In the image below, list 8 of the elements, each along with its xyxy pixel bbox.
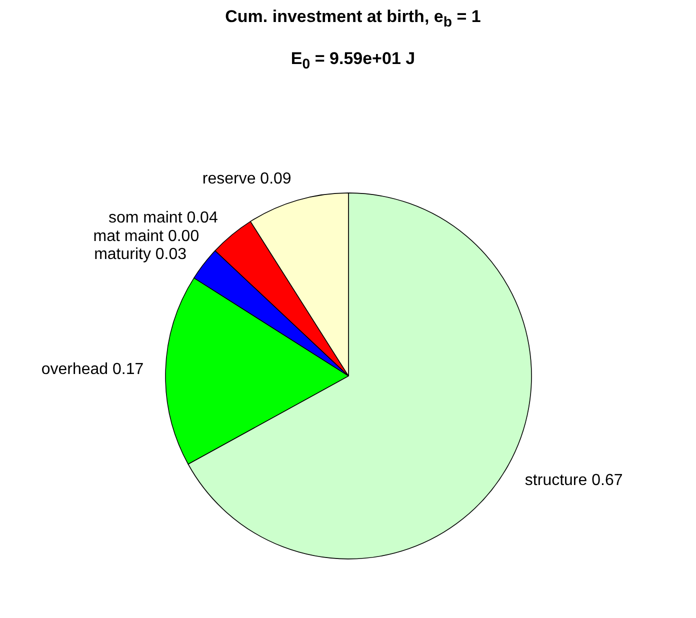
chart-title: Cum. investment at birth, e$_{b}$ = 1 xyxy=(225,6,481,32)
slice-label: structure 0.67 xyxy=(524,472,623,489)
slice-label: overhead 0.17 xyxy=(41,361,144,378)
slice-label: reserve 0.09 xyxy=(202,170,292,188)
category-label: mat maint 0.00 xyxy=(93,228,200,245)
chart-subtitle: E$_{0}$ = 9.59e+01 J xyxy=(290,48,416,74)
slice-label: maturity 0.03 xyxy=(94,246,187,264)
slice-label: som maint 0.04 xyxy=(108,210,218,227)
